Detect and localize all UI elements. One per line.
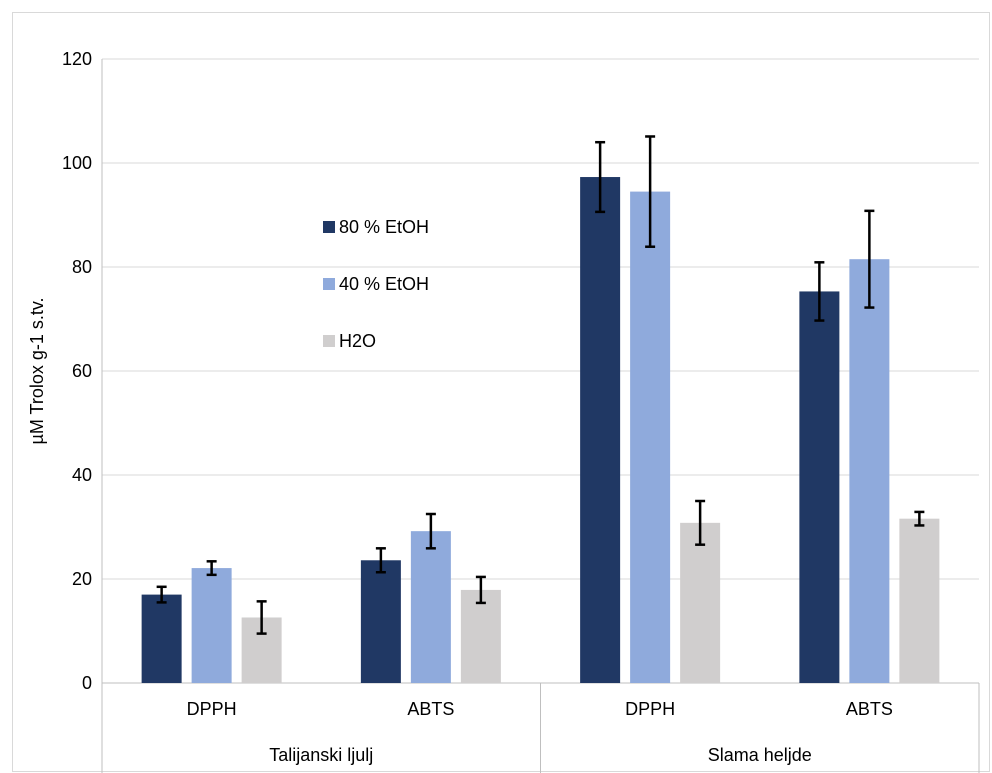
bar-80-etoh <box>799 291 840 683</box>
legend-label: 80 % EtOH <box>339 217 429 237</box>
axis-labels: 0 20 40 60 80 100 120 DPPH ABTS DPPH ABTS Talijansk… <box>62 49 893 765</box>
x-group-label: Talijanski ljulj <box>269 745 373 765</box>
y-axis-title: µM Trolox g-1 s.tv. <box>27 297 47 444</box>
legend-label: 40 % EtOH <box>339 274 429 294</box>
legend: 80 % EtOH 40 % EtOH H2O <box>323 217 429 351</box>
bar-80-etoh <box>580 177 621 684</box>
bar-40-etoh <box>410 531 451 683</box>
y-tick-label: 80 <box>72 257 92 277</box>
bar-40-etoh <box>630 191 671 683</box>
legend-swatch <box>323 221 335 233</box>
legend-swatch <box>323 278 335 290</box>
bar-h2o <box>680 522 721 683</box>
bar-40-etoh <box>191 568 232 683</box>
y-tick-label: 120 <box>62 49 92 69</box>
bars <box>141 177 940 684</box>
gridlines <box>102 58 979 580</box>
bar-chart: 0 20 40 60 80 100 120 DPPH ABTS DPPH ABTS Talijansk… <box>27 49 980 773</box>
x-category-label: ABTS <box>407 699 454 719</box>
bar-80-etoh <box>141 594 182 683</box>
x-category-label: DPPH <box>187 699 237 719</box>
x-category-label: ABTS <box>846 699 893 719</box>
error-bars <box>156 135 925 635</box>
y-tick-label: 100 <box>62 153 92 173</box>
chart-frame: 0 20 40 60 80 100 120 DPPH ABTS DPPH ABTS Talijansk… <box>12 12 990 773</box>
axes <box>101 59 980 773</box>
y-tick-label: 40 <box>72 465 92 485</box>
y-tick-label: 20 <box>72 569 92 589</box>
legend-swatch <box>323 335 335 347</box>
y-tick-label: 0 <box>82 673 92 693</box>
bar-80-etoh <box>360 560 401 683</box>
bar-h2o <box>899 518 940 683</box>
bar-h2o <box>460 589 501 683</box>
y-tick-label: 60 <box>72 361 92 381</box>
x-group-label: Slama heljde <box>708 745 812 765</box>
x-category-label: DPPH <box>625 699 675 719</box>
bar-40-etoh <box>849 259 890 683</box>
legend-label: H2O <box>339 331 376 351</box>
